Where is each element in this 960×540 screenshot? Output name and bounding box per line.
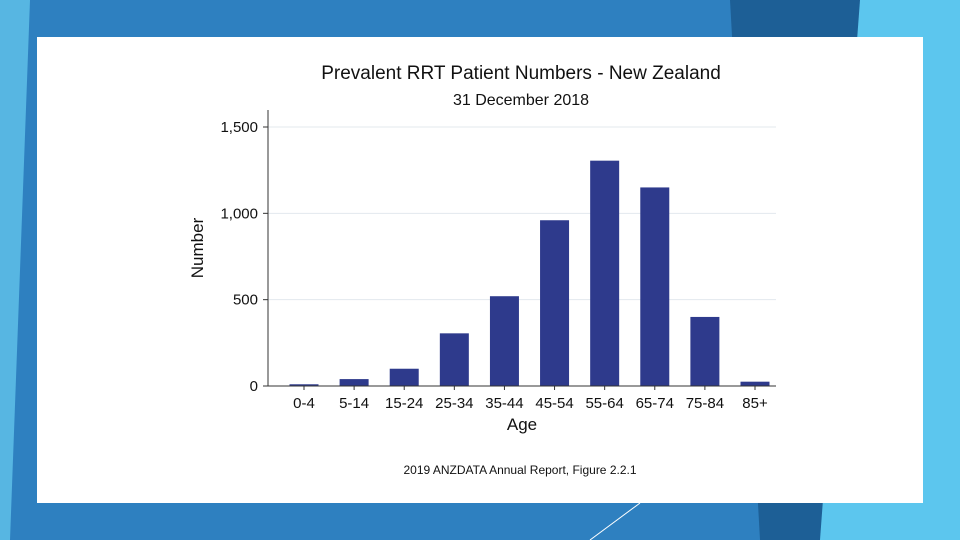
x-tick-label: 15-24 [385, 395, 423, 412]
bar-5-14 [339, 379, 369, 386]
y-axis-label: Number [188, 217, 207, 278]
x-tick-label: 0-4 [293, 395, 315, 412]
chart-title: Prevalent RRT Patient Numbers - New Zeal… [321, 63, 721, 84]
bar-chart: Prevalent RRT Patient Numbers - New Zeal… [188, 63, 776, 477]
x-tick-label: 35-44 [485, 395, 523, 412]
slide-panel: Prevalent RRT Patient Numbers - New Zeal… [37, 37, 923, 503]
gridlines [268, 126, 776, 301]
bar-35-44 [489, 296, 519, 386]
chart-subtitle: 31 December 2018 [453, 92, 589, 109]
background-shape-left [0, 0, 30, 540]
x-ticks: 0-4 5-14 15-24 25-34 35-44 45-54 55-64 65-74 75-… [293, 386, 768, 412]
bar-25-34 [439, 333, 469, 386]
x-axis-label: Age [507, 415, 537, 434]
y-tick-label: 500 [233, 292, 258, 309]
bar-0-4 [289, 384, 319, 386]
background-accent-line [589, 502, 641, 540]
x-tick-label: 55-64 [585, 395, 623, 412]
bars [289, 160, 770, 386]
bar-15-24 [389, 368, 419, 386]
x-tick-label: 65-74 [636, 395, 674, 412]
bar-75-84 [690, 316, 720, 386]
bar-85+ [740, 381, 770, 386]
y-ticks: 0 500 1,000 1,500 [220, 119, 268, 395]
y-tick-label: 0 [250, 378, 258, 395]
x-tick-label: 85+ [742, 395, 768, 412]
x-tick-label: 45-54 [535, 395, 573, 412]
x-tick-label: 25-34 [435, 395, 473, 412]
chart-caption: 2019 ANZDATA Annual Report, Figure 2.2.1 [403, 463, 636, 477]
x-tick-label: 75-84 [686, 395, 724, 412]
x-tick-label: 5-14 [339, 395, 369, 412]
y-tick-label: 1,000 [220, 205, 258, 222]
bar-65-74 [640, 187, 670, 386]
y-tick-label: 1,500 [220, 119, 258, 136]
bar-55-64 [590, 160, 620, 386]
bar-45-54 [540, 220, 570, 386]
